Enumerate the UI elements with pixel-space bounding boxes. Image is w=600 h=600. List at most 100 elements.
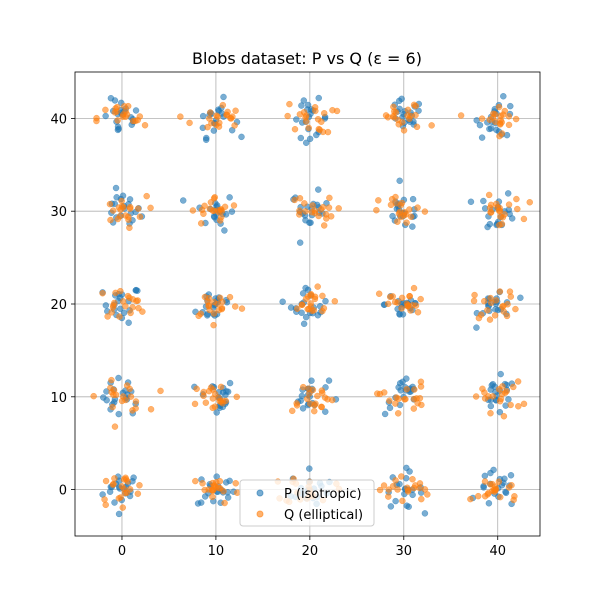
point-s1-311 xyxy=(403,484,411,492)
point-s1-59 xyxy=(99,289,106,297)
point-s1-290 xyxy=(302,112,310,119)
point-s1-25 xyxy=(129,407,136,414)
point-s0-138 xyxy=(219,389,227,396)
point-s0-296 xyxy=(300,97,308,104)
point-s1-394 xyxy=(390,103,397,111)
point-s1-113 xyxy=(209,493,216,501)
point-s1-168 xyxy=(200,210,207,218)
point-s1-188 xyxy=(213,112,220,119)
point-s1-272 xyxy=(325,204,333,211)
point-s1-412 xyxy=(510,496,517,504)
point-s0-328 xyxy=(396,380,404,387)
point-s1-329 xyxy=(394,410,402,417)
x-tick-label-4: 40 xyxy=(489,544,506,559)
point-s1-133 xyxy=(217,398,225,406)
point-s0-61 xyxy=(126,196,134,203)
x-tick-label-2: 20 xyxy=(302,544,319,559)
point-s1-301 xyxy=(399,497,406,505)
point-s1-353 xyxy=(410,284,418,292)
point-s1-16 xyxy=(117,494,124,501)
point-s1-480 xyxy=(505,113,513,120)
point-s1-389 xyxy=(412,102,420,110)
point-s1-109 xyxy=(201,486,208,494)
point-s1-338 xyxy=(417,378,425,386)
point-s0-19 xyxy=(106,488,114,496)
point-s0-115 xyxy=(197,499,205,506)
point-s1-423 xyxy=(500,412,508,420)
point-s1-413 xyxy=(490,486,498,494)
point-s1-31 xyxy=(147,406,155,413)
point-s1-13 xyxy=(123,489,131,497)
point-s1-159 xyxy=(210,321,217,329)
point-s1-291 xyxy=(286,100,293,108)
point-s1-284 xyxy=(324,128,332,136)
point-s0-194 xyxy=(220,93,227,101)
point-s1-198 xyxy=(204,123,211,131)
point-s1-53 xyxy=(117,287,124,295)
point-s1-278 xyxy=(311,207,319,214)
point-s1-241 xyxy=(319,292,326,300)
point-s0-98 xyxy=(107,94,115,102)
point-s1-459 xyxy=(500,308,508,315)
point-s1-72 xyxy=(117,206,124,214)
point-s1-358 xyxy=(412,302,420,309)
point-s1-135 xyxy=(191,400,199,408)
point-s1-498 xyxy=(492,118,499,126)
point-s0-490 xyxy=(500,93,507,100)
point-s0-469 xyxy=(480,197,487,205)
point-s1-352 xyxy=(398,294,406,302)
point-s1-341 xyxy=(375,290,383,297)
point-s1-303 xyxy=(394,486,401,493)
point-s1-66 xyxy=(136,213,144,221)
point-s0-55 xyxy=(132,286,140,294)
point-s1-378 xyxy=(398,199,406,207)
point-s1-49 xyxy=(129,304,136,311)
legend-marker-1 xyxy=(256,510,264,518)
point-s1-320 xyxy=(410,405,418,412)
point-s0-249 xyxy=(322,297,329,305)
point-s1-457 xyxy=(470,297,478,305)
point-s1-10 xyxy=(134,490,142,497)
point-s1-339 xyxy=(374,390,381,397)
point-s0-371 xyxy=(389,212,396,220)
point-s1-153 xyxy=(201,293,209,301)
point-s1-174 xyxy=(211,194,219,201)
point-s0-423 xyxy=(496,408,504,416)
point-s1-129 xyxy=(200,388,207,396)
point-s1-426 xyxy=(510,383,517,391)
point-s1-38 xyxy=(157,387,164,395)
point-s1-229 xyxy=(293,400,300,407)
point-s1-54 xyxy=(104,313,111,320)
point-s0-329 xyxy=(381,410,389,418)
point-s1-359 xyxy=(394,299,401,306)
point-s1-313 xyxy=(385,493,392,500)
point-s1-468 xyxy=(496,221,503,229)
point-s1-422 xyxy=(514,378,522,385)
point-s1-62 xyxy=(109,207,117,214)
point-s1-315 xyxy=(416,484,423,492)
point-s1-428 xyxy=(520,400,528,408)
y-tick-label-4: 40 xyxy=(50,112,67,127)
point-s1-475 xyxy=(497,213,504,220)
point-s1-260 xyxy=(320,222,328,229)
chart-title: Blobs dataset: P vs Q (ε = 6) xyxy=(192,49,422,68)
point-s1-101 xyxy=(232,480,239,487)
point-s0-236 xyxy=(299,405,307,412)
point-s0-413 xyxy=(507,472,515,479)
axis-ticks: 0 10 20 30 40 0 10 20 30 40 xyxy=(50,112,506,559)
point-s1-306 xyxy=(385,486,393,493)
point-s0-237 xyxy=(325,377,333,384)
point-s0-287 xyxy=(315,94,323,102)
point-s1-302 xyxy=(398,473,405,480)
point-s1-367 xyxy=(407,213,415,220)
point-s0-314 xyxy=(421,510,429,517)
point-s1-277 xyxy=(315,212,322,220)
point-s1-103 xyxy=(192,477,199,485)
point-s1-481 xyxy=(457,112,465,119)
y-tick-label-2: 20 xyxy=(50,298,67,313)
point-s1-19 xyxy=(102,477,110,485)
point-s1-495 xyxy=(498,119,505,126)
point-s1-438 xyxy=(489,393,497,400)
point-s0-316 xyxy=(392,497,399,505)
point-s1-194 xyxy=(215,123,223,130)
